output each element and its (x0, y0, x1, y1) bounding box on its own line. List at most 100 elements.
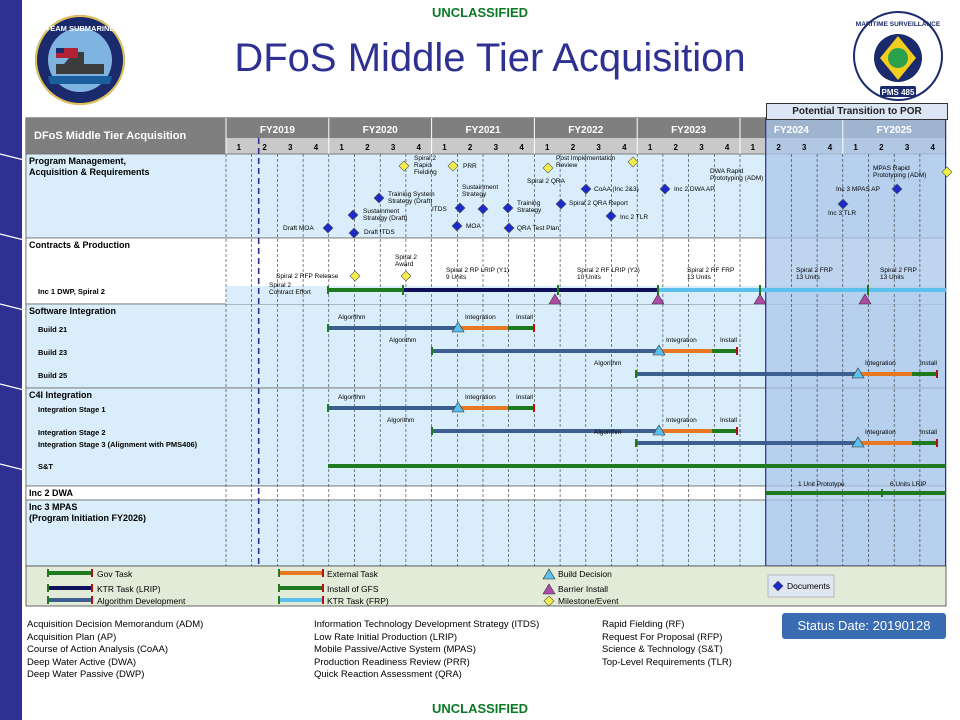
bar-start-cap (47, 569, 49, 577)
legend-label: Documents (787, 581, 830, 591)
bar-end-cap (936, 370, 938, 378)
row-label: Build 23 (38, 348, 67, 357)
inc2-prototype-bar (766, 491, 946, 495)
pm-event-label: MOA (466, 223, 481, 230)
quarter-label: 2 (365, 143, 370, 152)
external-task-bar (659, 349, 712, 353)
algorithm-label: Algorithm (338, 314, 365, 321)
ktr-frp-bar (658, 288, 946, 292)
document-marker (347, 209, 359, 221)
integration-label: Integration (465, 394, 496, 401)
bar-start-cap (278, 569, 280, 577)
bar-start-cap (327, 404, 329, 412)
build-decision-marker (451, 321, 465, 333)
section-title: Contracts & Production (29, 240, 130, 250)
legend-document-icon (772, 580, 784, 592)
quarter-label: 1 (853, 143, 858, 152)
barrier-install-marker (753, 293, 767, 305)
side-tick (0, 383, 25, 391)
row-label: Build 21 (38, 325, 67, 334)
section-title: Software Integration (29, 306, 116, 316)
ktr-lrip-bar (558, 288, 658, 292)
bar-end-cap (533, 324, 535, 332)
contracts-label: Spiral 2 RFP Release (276, 273, 339, 280)
quarter-label: 1 (648, 143, 653, 152)
potential-transition-label: Potential Transition to POR (766, 103, 948, 120)
milestone-marker (627, 156, 639, 168)
ktr-lrip-bar (403, 288, 558, 292)
bar-end-cap (936, 439, 938, 447)
quarter-label: 2 (776, 143, 781, 152)
legend-label: KTR Task (FRP) (327, 596, 389, 606)
bar-divider (402, 285, 404, 295)
pm-event-label: Draft MOA (283, 225, 314, 232)
row-label: Integration Stage 1 (38, 405, 106, 414)
milestone-marker (398, 160, 410, 172)
algorithm-label: Algorithm (389, 337, 416, 344)
bar-end-cap (736, 347, 738, 355)
pm-event-label: CoAA (Inc 2&3) (594, 186, 639, 193)
quarter-label: 3 (494, 143, 499, 152)
legend-documents-box (767, 574, 835, 598)
external-task-bar (858, 372, 912, 376)
inc2-label: 1 Unit Prototype (798, 481, 845, 488)
external-task-bar (858, 441, 912, 445)
legend-label: Barrier Install (558, 584, 608, 594)
row-label: Integration Stage 2 (38, 428, 106, 437)
document-marker (454, 202, 466, 214)
bar-start-cap (327, 324, 329, 332)
side-tick (0, 463, 25, 471)
algorithm-label: Algorithm (387, 417, 414, 424)
classification-top: UNCLASSIFIED (431, 5, 529, 20)
document-marker (373, 192, 385, 204)
bar-start-cap (47, 596, 49, 604)
gov-task-bar (328, 288, 403, 292)
build-decision-marker (851, 436, 865, 448)
barrier-install-marker (548, 293, 562, 305)
section-title: Inc 2 DWA (29, 488, 74, 498)
pm-event-label: Inc 2 DWA AP (674, 186, 715, 193)
legend-label: Milestone/Event (558, 596, 619, 606)
section-title: Inc 3 MPAS (Program Initiation FY2026) (29, 502, 146, 523)
document-marker (322, 222, 334, 234)
external-task-bar (659, 429, 712, 433)
table-header-cell (26, 118, 226, 154)
inc2-label: 6 Units LRIP (890, 481, 927, 488)
abbr-item: Acquisition Decision Memorandum (ADM) (27, 619, 204, 630)
abbr-item: Acquisition Plan (AP) (27, 631, 117, 643)
build-decision-marker (652, 424, 666, 436)
abbreviations-col-2: Information Technology Development Strat… (314, 619, 539, 682)
quarter-label: 1 (339, 143, 344, 152)
abbr-item: Deep Water Active (DWA) (27, 656, 137, 668)
quarter-label: 4 (725, 143, 730, 152)
external-task-bar (458, 406, 508, 410)
algorithm-bar (432, 429, 659, 433)
abbr-item: Top-Level Requirements (TLR) (602, 656, 732, 668)
quarter-label: 3 (596, 143, 601, 152)
pm-event-label: QRA Test Plan (517, 225, 560, 232)
bar-start-cap (278, 584, 280, 592)
algorithm-label: Algorithm (338, 394, 365, 401)
svg-text:MARITIME SURVEILLANCE: MARITIME SURVEILLANCE (856, 21, 941, 28)
contracts-label: Spiral 2 RF FRP 13 Units (687, 267, 734, 281)
install-bar (508, 326, 534, 330)
integration-label: Integration (865, 429, 896, 436)
bar-divider (557, 285, 559, 295)
bar-start-cap (431, 347, 433, 355)
bar-divider (867, 285, 869, 295)
install-label: Install (720, 337, 738, 344)
svg-text:TEAM SUBMARINE: TEAM SUBMARINE (46, 24, 115, 33)
legend-label: Install of GFS (327, 584, 379, 594)
contracts-row-label: Inc 1 DWP, Spiral 2 (38, 287, 105, 296)
bar-end-cap (322, 584, 324, 592)
abbr-item: Mobile Passive/Active System (MPAS) (314, 644, 476, 656)
pm-event-label: Inc 2 TLR (620, 214, 648, 221)
quarter-label: 4 (931, 143, 936, 152)
quarter-label: 4 (417, 143, 422, 152)
install-bar (712, 349, 737, 353)
build-decision-marker (851, 367, 865, 379)
quarter-label: 3 (391, 143, 396, 152)
row-label: Build 25 (38, 371, 67, 380)
quarter-label: 2 (468, 143, 473, 152)
install-label: Install (920, 429, 938, 436)
